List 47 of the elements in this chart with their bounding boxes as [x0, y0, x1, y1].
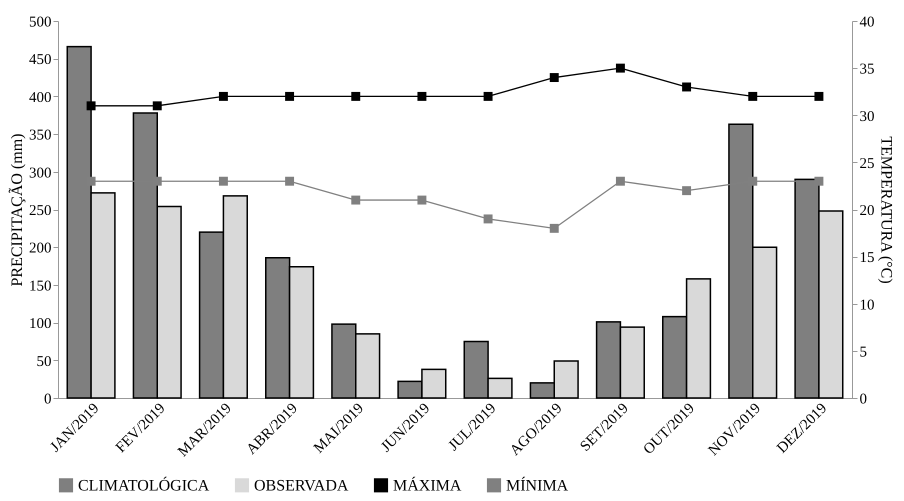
point [218, 176, 228, 186]
point [351, 196, 360, 205]
point [152, 101, 162, 110]
point [682, 186, 692, 196]
legend-label: CLIMATOLÓGICA [78, 476, 210, 494]
point [550, 224, 559, 233]
y2-tick-label: 35 [860, 62, 874, 78]
point [417, 92, 426, 101]
point [351, 92, 360, 101]
y-tick-label: 200 [29, 240, 52, 257]
y2-axis-title: TEMPERATURA (°C) [878, 136, 894, 284]
y2-tick-label: 30 [860, 108, 874, 125]
y2-tick-label: 0 [860, 392, 867, 408]
y2-tick-label: 20 [860, 203, 874, 219]
y-tick-label: 100 [29, 316, 52, 332]
y2-tick-label: 15 [860, 250, 874, 266]
point [285, 92, 294, 101]
legend-label: MÁXIMA [393, 476, 462, 494]
point [550, 73, 559, 82]
y-tick-label: 400 [29, 90, 52, 106]
y-tick-label: 50 [36, 354, 52, 370]
y-tick-label: 0 [44, 392, 52, 408]
point [616, 64, 625, 73]
y-axis-title: PRECIPITAÇÃO (mm) [8, 134, 26, 286]
y2-tick-label: 40 [860, 14, 874, 30]
point [484, 92, 493, 101]
point [616, 176, 625, 186]
point [814, 176, 824, 186]
y2-tick-label: 25 [860, 156, 874, 172]
point [285, 176, 294, 186]
legend-label: MÍNIMA [506, 476, 569, 494]
y-tick-label: 450 [29, 52, 52, 68]
legend-label: OBSERVADA [254, 477, 349, 494]
point [417, 196, 426, 205]
point [218, 92, 228, 101]
point [748, 92, 758, 101]
y-tick-label: 150 [29, 278, 52, 294]
y-tick-label: 300 [29, 165, 52, 182]
y2-tick-label: 5 [860, 344, 867, 360]
y-tick-label: 500 [29, 14, 52, 30]
y-tick-label: 350 [29, 128, 52, 144]
y2-tick-label: 10 [860, 297, 874, 314]
point [814, 92, 824, 101]
point [682, 82, 692, 92]
point [484, 214, 493, 224]
point [86, 101, 96, 110]
y-tick-label: 250 [29, 203, 52, 219]
